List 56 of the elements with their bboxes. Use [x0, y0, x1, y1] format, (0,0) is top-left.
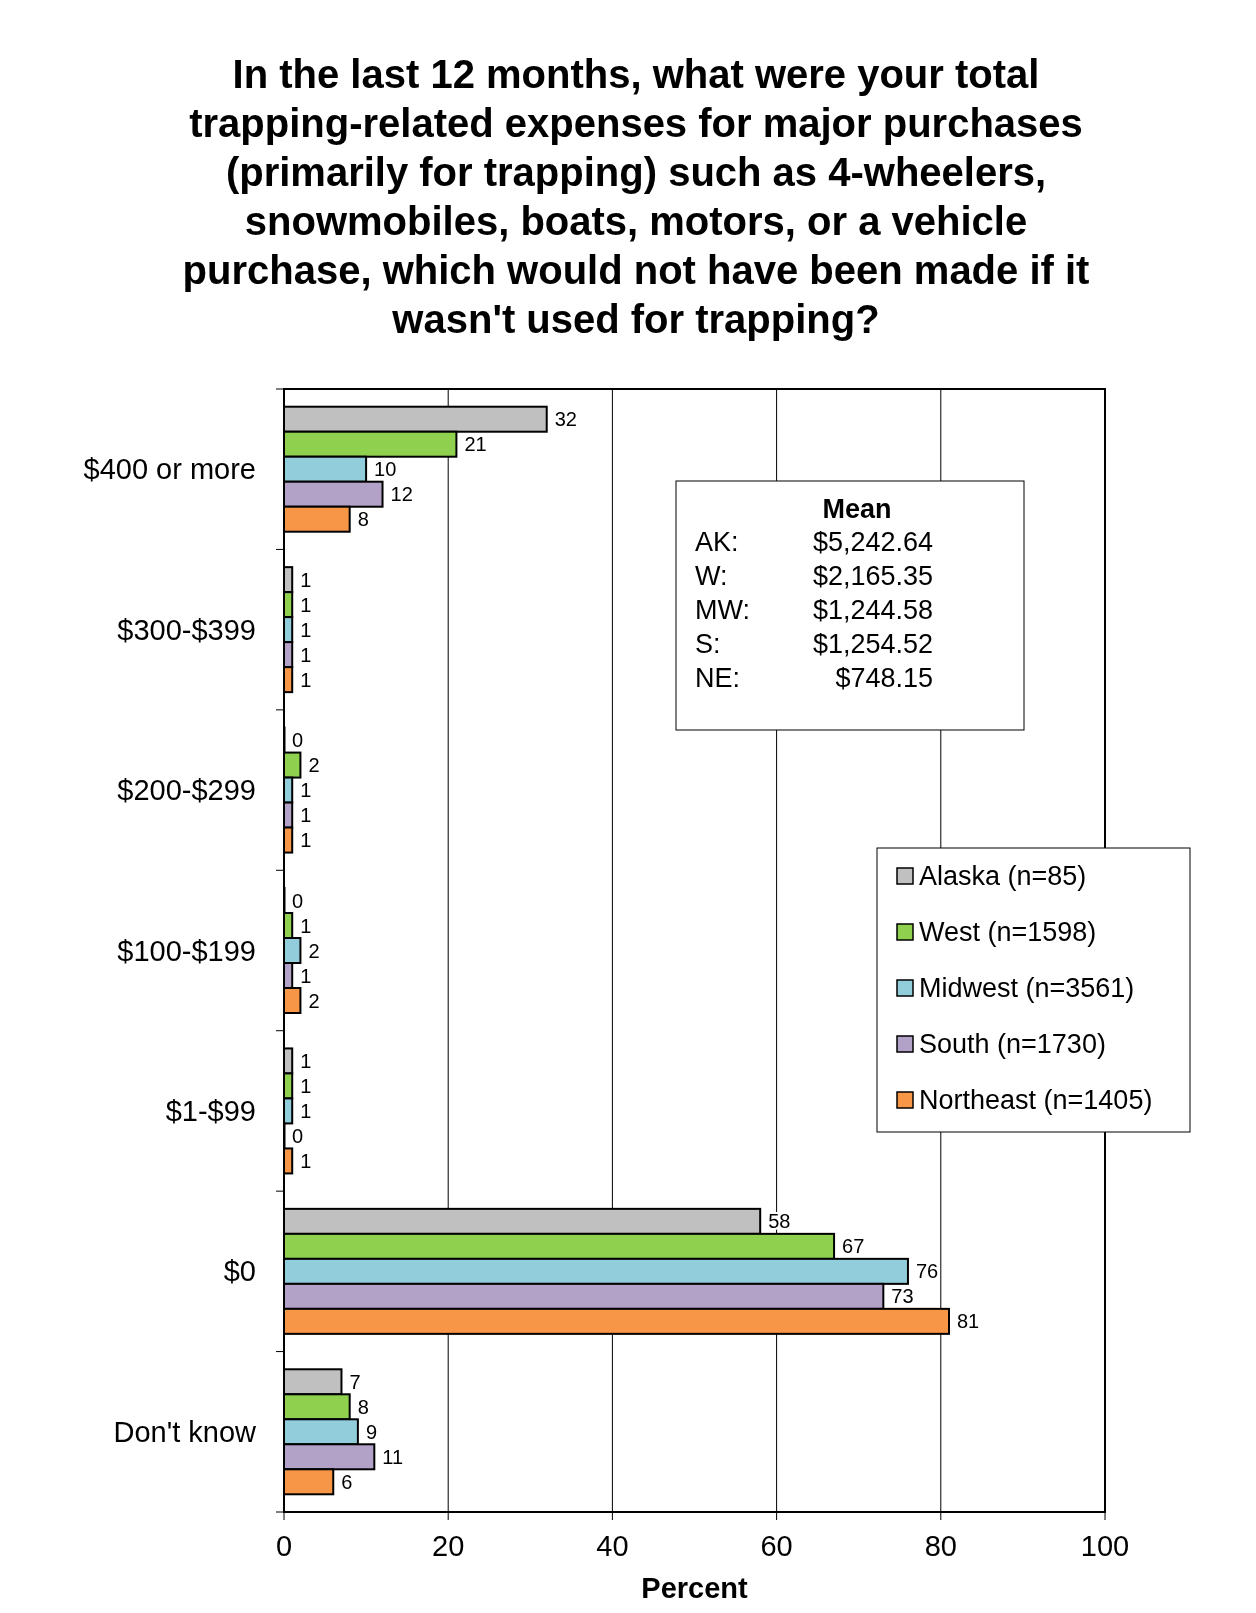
x-tick-label: 40 [596, 1530, 629, 1562]
chart-title: In the last 12 months, what were your total trapping-related expenses for major purchases (primarily for trapping) such as 4-wheelers, snowmobiles, boats, motors, or a vehicle purchase, which would not have been made if it wasn't used for trapping? [182, 52, 1090, 341]
data-label: 1 [300, 618, 312, 641]
legend-label: Alaska (n=85) [919, 861, 1087, 891]
data-label: 81 [957, 1310, 980, 1333]
data-label: 32 [554, 408, 577, 431]
data-label: 67 [842, 1235, 865, 1258]
data-label: 1 [300, 643, 312, 666]
data-label: 1 [300, 1049, 312, 1072]
data-label: 1 [300, 829, 312, 852]
legend-label: South (n=1730) [919, 1029, 1106, 1059]
data-label: 10 [374, 458, 397, 481]
legend-label: Midwest (n=3561) [919, 973, 1135, 1003]
y-tick-label: $1-$99 [165, 1094, 256, 1127]
y-tick-label: $0 [223, 1255, 256, 1288]
data-label: 12 [390, 483, 413, 506]
x-axis-title: Percent [641, 1572, 749, 1604]
data-label: 9 [365, 1420, 378, 1443]
x-tick-label: 100 [1080, 1530, 1130, 1562]
data-label: 1 [300, 1074, 312, 1097]
x-tick-label: 60 [760, 1530, 793, 1562]
x-tick-label: 0 [275, 1530, 293, 1562]
data-label: 1 [300, 914, 312, 937]
data-label: 76 [915, 1260, 939, 1283]
x-tick-label: 80 [924, 1530, 957, 1562]
data-label: 0 [292, 1124, 304, 1147]
data-label: 8 [357, 1395, 369, 1418]
data-label: 1 [300, 804, 312, 827]
data-label: 1 [300, 593, 312, 616]
y-tick-label: $100-$199 [117, 934, 256, 967]
data-label: 1 [300, 1099, 312, 1122]
y-tick-label: $400 or more [83, 453, 256, 486]
data-label: 2 [308, 754, 320, 777]
legend-label: Northeast (n=1405) [919, 1085, 1153, 1115]
y-tick-label: $200-$299 [117, 774, 256, 807]
data-label: 0 [292, 889, 304, 912]
data-label: 1 [300, 668, 312, 691]
data-label: 6 [341, 1470, 353, 1493]
data-label: 2 [308, 989, 320, 1012]
y-tick-label: $300-$399 [117, 613, 256, 646]
data-label: 7 [349, 1370, 361, 1393]
data-label: 11 [382, 1445, 404, 1468]
data-label: 2 [308, 939, 320, 962]
data-label: 1 [300, 964, 312, 987]
data-label: 8 [357, 508, 369, 531]
data-label: 1 [300, 1149, 312, 1172]
note-box: Mean AK: $5,242.64 W: $2,165.35 MW: $1,244.58 S: $1,254.52 NE: $748.15 [675, 480, 1025, 731]
x-tick-label: 20 [432, 1530, 465, 1562]
data-label: 0 [292, 729, 304, 752]
legend-label: West (n=1598) [919, 917, 1097, 947]
data-label: 21 [464, 433, 487, 456]
data-label: 1 [300, 779, 312, 802]
annotation: Mean [822, 494, 892, 524]
data-label: 73 [891, 1285, 914, 1308]
data-label: 1 [300, 568, 312, 591]
y-tick-label: Don't know [113, 1415, 258, 1448]
